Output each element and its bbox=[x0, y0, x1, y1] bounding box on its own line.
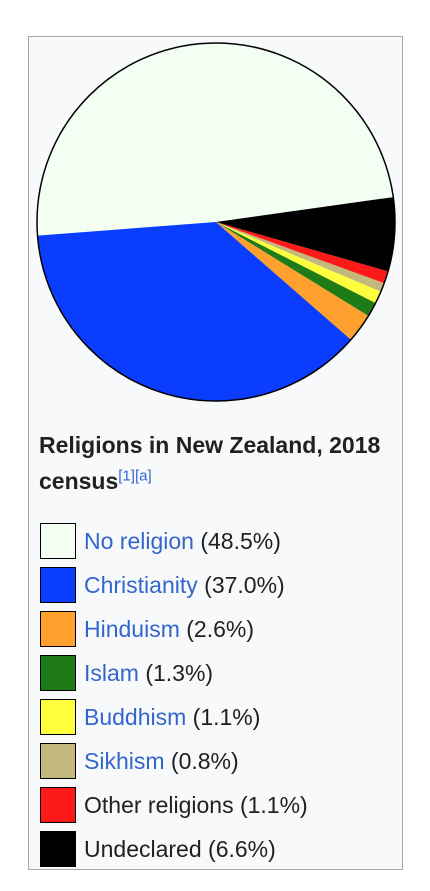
legend-entry: Undeclared (6.6%) bbox=[40, 827, 308, 871]
legend-percent: (37.0%) bbox=[204, 571, 285, 598]
legend-percent: (1.1%) bbox=[239, 791, 308, 818]
legend-label-other-religions: Other religions bbox=[84, 791, 234, 818]
pie-outline bbox=[36, 42, 396, 402]
chart-title: Religions in New Zealand, 2018 census bbox=[39, 432, 381, 494]
legend-percent: (2.6%) bbox=[186, 615, 255, 642]
legend-link-christianity[interactable]: Christianity bbox=[84, 571, 198, 598]
pie-chart bbox=[36, 42, 396, 402]
legend-swatch bbox=[40, 699, 76, 735]
legend-link-buddhism[interactable]: Buddhism bbox=[84, 703, 187, 730]
legend-percent: (1.1%) bbox=[192, 703, 261, 730]
legend-swatch bbox=[40, 523, 76, 559]
footnote-ref-1[interactable]: [1] bbox=[118, 467, 135, 485]
pie-slice-islam bbox=[216, 222, 376, 316]
legend-link-hinduism[interactable]: Hinduism bbox=[84, 615, 180, 642]
pie-slice-christianity bbox=[37, 222, 351, 402]
pie-slice-hinduism bbox=[216, 222, 369, 340]
legend-entry: Buddhism (1.1%) bbox=[40, 695, 308, 739]
legend-percent: (48.5%) bbox=[200, 527, 281, 554]
chart-legend: No religion (48.5%) Christianity (37.0%)… bbox=[40, 519, 308, 871]
legend-percent: (6.6%) bbox=[208, 835, 276, 862]
legend-entry: Hinduism (2.6%) bbox=[40, 607, 308, 651]
chart-caption: Religions in New Zealand, 2018 census[1]… bbox=[39, 427, 394, 499]
legend-entry: Islam (1.3%) bbox=[40, 651, 308, 695]
legend-link-islam[interactable]: Islam bbox=[84, 659, 139, 686]
religion-infobox: Religions in New Zealand, 2018 census[1]… bbox=[28, 36, 403, 870]
footnote-ref-a[interactable]: [a] bbox=[134, 467, 152, 485]
pie-slice-sikhism bbox=[216, 222, 385, 292]
legend-swatch bbox=[40, 611, 76, 647]
legend-swatch bbox=[40, 567, 76, 603]
legend-entry: No religion (48.5%) bbox=[40, 519, 308, 563]
legend-swatch bbox=[40, 655, 76, 691]
legend-percent: (0.8%) bbox=[170, 747, 239, 774]
legend-swatch bbox=[40, 743, 76, 779]
legend-entry: Sikhism (0.8%) bbox=[40, 739, 308, 783]
legend-link-no-religion[interactable]: No religion bbox=[84, 527, 194, 554]
legend-swatch bbox=[40, 831, 76, 867]
legend-entry: Christianity (37.0%) bbox=[40, 563, 308, 607]
legend-link-sikhism[interactable]: Sikhism bbox=[84, 747, 165, 774]
legend-percent: (1.3%) bbox=[145, 659, 214, 686]
pie-slice-other-religions bbox=[216, 222, 389, 284]
legend-swatch bbox=[40, 787, 76, 823]
pie-slice-buddhism bbox=[216, 222, 381, 304]
footnote-refs: [1][a] bbox=[118, 467, 151, 484]
pie-slice-no-religion bbox=[37, 42, 394, 236]
legend-label-undeclared: Undeclared bbox=[84, 835, 202, 862]
legend-entry: Other religions (1.1%) bbox=[40, 783, 308, 827]
pie-slice-undeclared bbox=[216, 197, 396, 272]
